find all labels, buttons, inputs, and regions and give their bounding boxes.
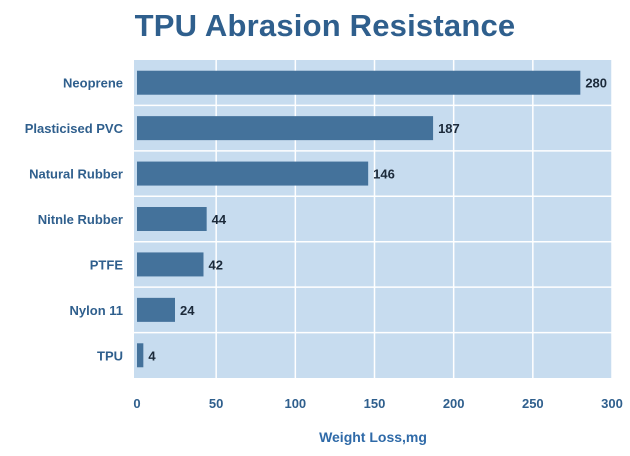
category-label: PTFE <box>90 257 124 272</box>
x-tick-label: 50 <box>209 396 223 411</box>
x-tick-label: 0 <box>133 396 140 411</box>
x-tick-label: 250 <box>522 396 544 411</box>
bar-value-label: 4 <box>148 348 156 363</box>
x-tick-label: 300 <box>601 396 623 411</box>
category-labels: Neoprene Plasticised PVC Natural Rubber Nit… <box>25 76 124 364</box>
bar-value-label: 146 <box>373 167 395 182</box>
x-tick-label: 100 <box>284 396 306 411</box>
bars: 280 187 146 44 42 24 4 <box>137 70 607 368</box>
bar <box>137 116 434 141</box>
bar <box>137 207 207 231</box>
bar-value-label: 187 <box>438 121 460 136</box>
chart-title: TPU Abrasion Resistance <box>134 8 516 43</box>
category-label: Nitnle Rubber <box>38 212 123 227</box>
bar-value-label: 44 <box>212 212 227 227</box>
x-axis-title: Weight Loss,mg <box>319 429 427 445</box>
x-tick-label: 200 <box>443 396 465 411</box>
x-axis-ticks: 0 50 100 150 200 250 300 <box>133 396 622 411</box>
bar-value-label: 24 <box>180 303 195 318</box>
bar <box>137 297 175 322</box>
gridlines <box>134 60 613 378</box>
category-label: Natural Rubber <box>29 167 123 182</box>
bar <box>137 343 144 368</box>
x-tick-label: 150 <box>364 396 386 411</box>
bar <box>137 70 581 95</box>
bar-value-label: 280 <box>585 76 607 91</box>
bar <box>137 161 369 186</box>
category-label: Nylon 11 <box>70 303 123 318</box>
category-label: TPU <box>97 348 123 363</box>
bar-value-label: 42 <box>209 257 223 272</box>
category-label: Neoprene <box>63 76 123 91</box>
category-label: Plasticised PVC <box>25 121 124 136</box>
bar <box>137 252 204 277</box>
